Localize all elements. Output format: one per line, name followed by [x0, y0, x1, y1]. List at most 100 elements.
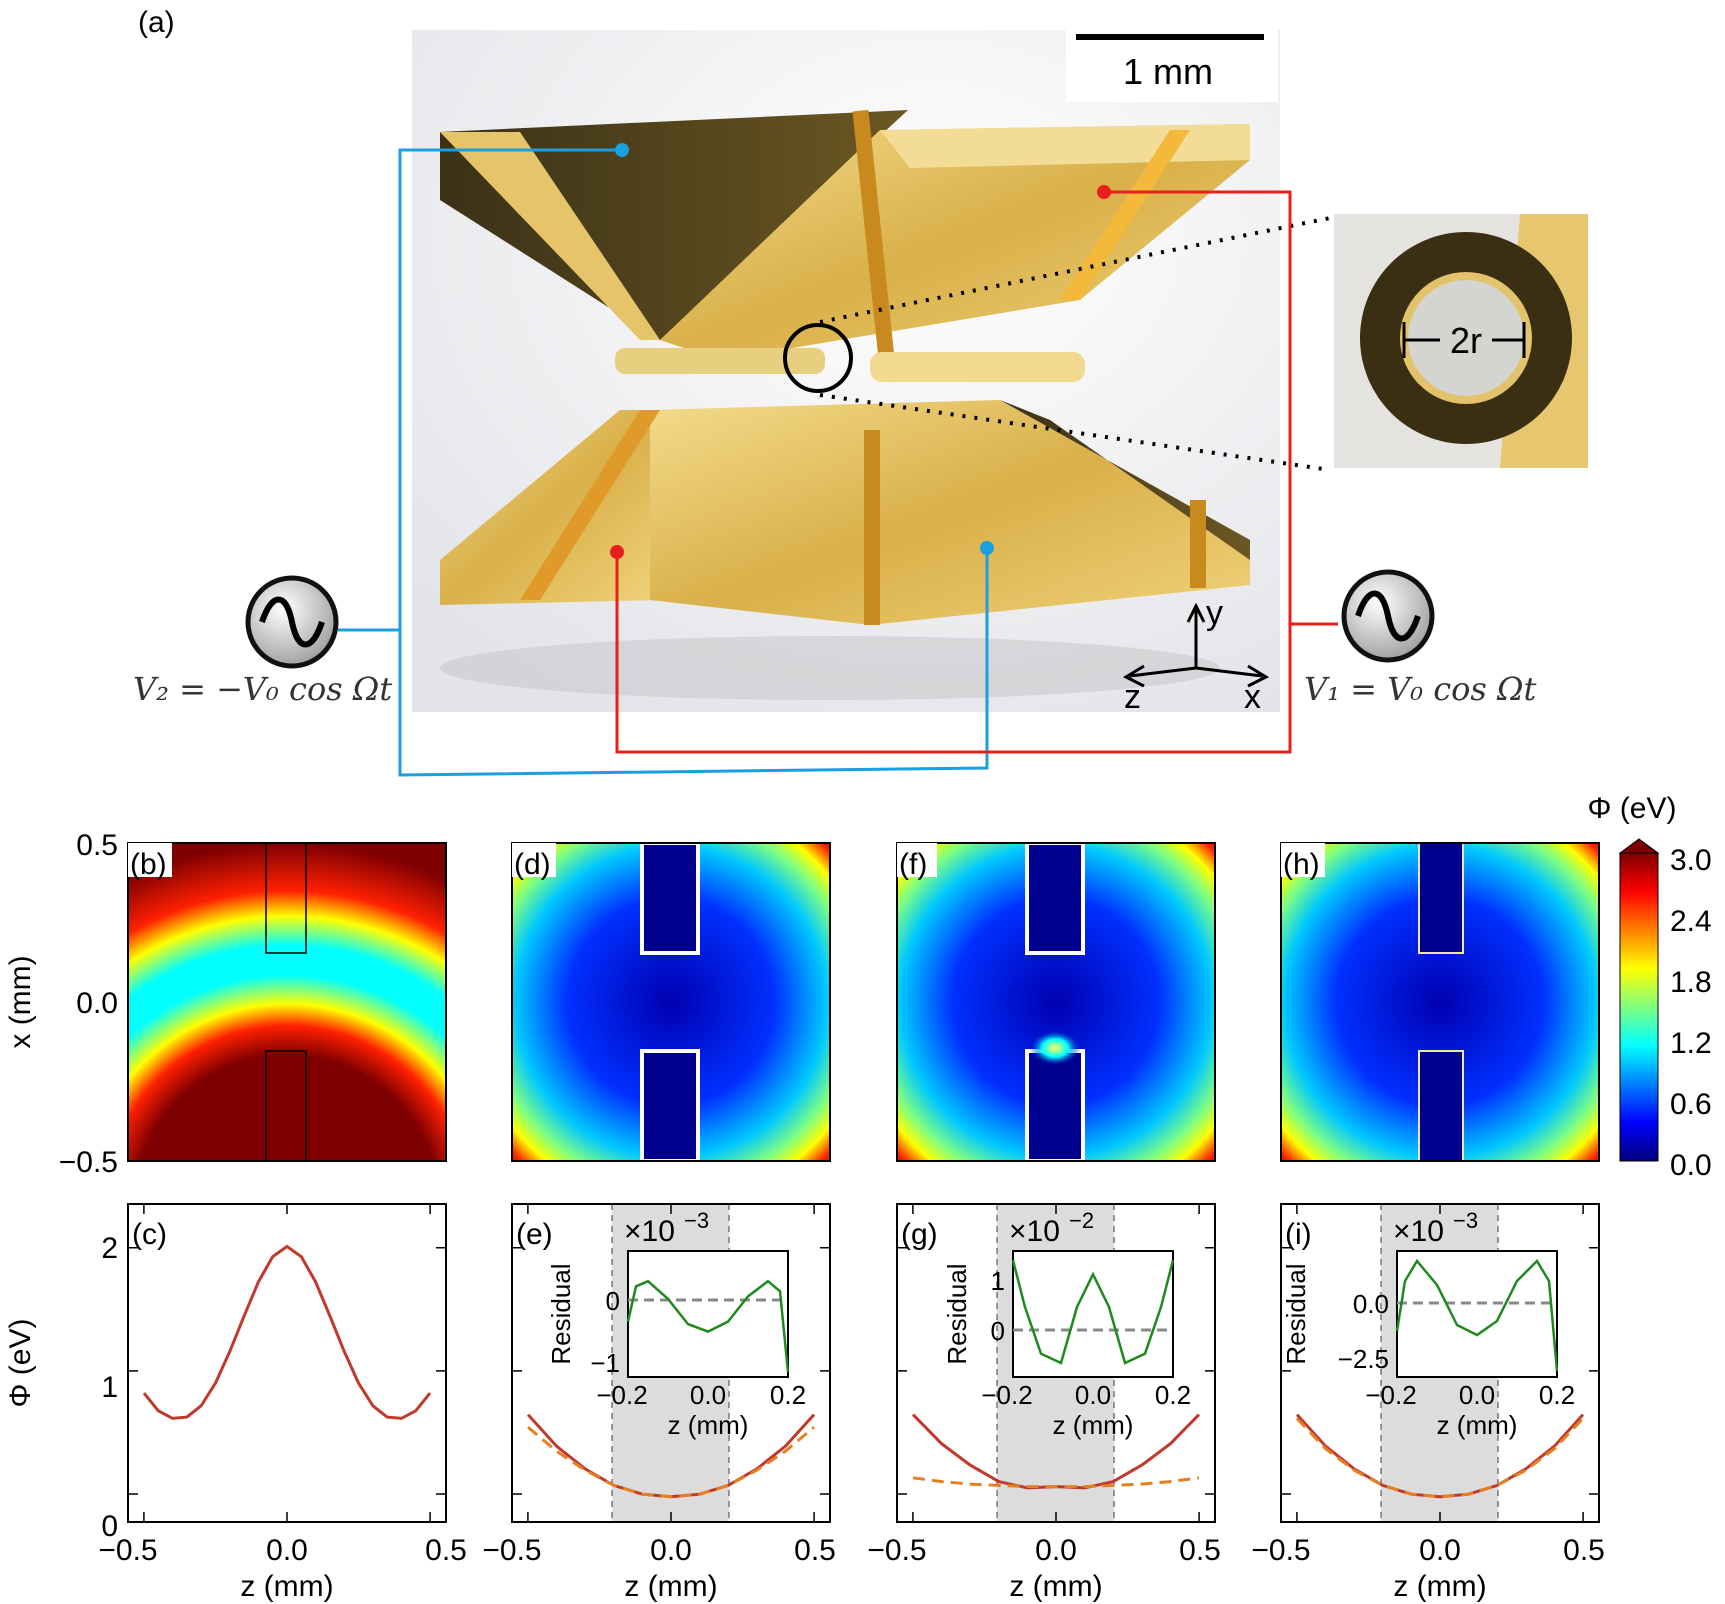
inset-exponent: −3	[1453, 1208, 1478, 1233]
line-ytick: 0	[101, 1510, 118, 1543]
v2-contact-bottom	[980, 541, 994, 555]
inset-multiplier: ×10	[624, 1215, 675, 1248]
inset-ylabel: Residual	[942, 1263, 972, 1364]
inset-ytick: −2.5	[1338, 1344, 1389, 1374]
harmonic-fit-curve	[527, 1426, 815, 1499]
needle-inset: 2r	[1334, 214, 1588, 468]
xtick: 0.0	[650, 1534, 692, 1567]
xlabel: z (mm)	[240, 1570, 333, 1603]
zoom-line-top	[819, 216, 1331, 324]
residual-line	[626, 1279, 790, 1373]
inset-ylabel: Residual	[546, 1263, 576, 1364]
map-ytick: 0.0	[76, 987, 118, 1020]
potential-curve	[142, 1244, 432, 1420]
axis-z-label: z	[1124, 678, 1141, 716]
colorbar-tick: 3.0	[1670, 844, 1712, 877]
v1-contact-top	[1097, 185, 1111, 199]
line-ytick: 2	[101, 1232, 118, 1265]
panel-g-label: (g)	[901, 1218, 938, 1251]
map-ylabel: x (mm)	[4, 955, 37, 1048]
inset-ytick: 1	[991, 1266, 1005, 1296]
v2-source	[245, 575, 339, 669]
inset-e: ×10 −3 0 −1 Residual −0.2 0.0 0.2 z (mm)	[546, 1208, 806, 1440]
plot-c-frame	[127, 1203, 447, 1523]
panel-a: (a) 1 mm	[133, 6, 1588, 777]
scale-bar-box	[1066, 20, 1278, 102]
inset-ytick: 0	[991, 1316, 1005, 1346]
plot-i-lines	[1295, 1413, 1585, 1499]
colorbar-tick: 0.0	[1670, 1149, 1712, 1182]
residual-line	[1011, 1259, 1175, 1365]
panel-f-label: (f)	[899, 848, 927, 881]
v1-contact-bottom	[610, 545, 624, 559]
scale-bar-label: 1 mm	[1123, 51, 1213, 92]
colorbar-tick: 2.4	[1670, 905, 1712, 938]
axis-ticks	[128, 1204, 1599, 1522]
inset-xtick: 0.2	[1539, 1380, 1575, 1410]
panel-c-label: (c)	[132, 1218, 167, 1251]
v1-wire-bottom	[615, 552, 1292, 754]
inset-xlabel: z (mm)	[668, 1410, 749, 1440]
colorbar-tick: 0.6	[1670, 1088, 1712, 1121]
colorbar-tick: 1.8	[1670, 966, 1712, 999]
inset-g: ×10 −2 1 0 Residual −0.2 0.0 0.2 z (mm)	[942, 1208, 1191, 1440]
inset-xtick: −0.2	[981, 1380, 1032, 1410]
inset-i: ×10 −3 0.0 −2.5 Residual −0.2 0.0 0.2 z …	[1281, 1208, 1575, 1440]
needle-right	[870, 352, 1085, 382]
colorbar-tick: 1.2	[1670, 1027, 1712, 1060]
plot-e-lines	[526, 1413, 816, 1499]
map-h: (h)	[1280, 842, 1600, 1162]
v2-wire-bottom	[398, 548, 989, 777]
map-ytick: −0.5	[59, 1146, 118, 1179]
plot-g-lines	[911, 1413, 1201, 1490]
inset-ylabel: Residual	[1281, 1263, 1311, 1364]
colorbar-extend-arrow	[1618, 838, 1660, 854]
colorbar-label: Φ (eV)	[1588, 792, 1677, 825]
scale-bar	[1076, 34, 1264, 40]
v1-label: V₁ = V₀ cos Ωt	[1304, 670, 1537, 708]
inset-exponent: −2	[1069, 1208, 1094, 1233]
panel-i-label: (i)	[1285, 1218, 1312, 1251]
panel-b-label: (b)	[130, 848, 167, 881]
zoom-line-bottom	[819, 393, 1331, 472]
line-ylabel: Φ (eV)	[4, 1319, 37, 1408]
inset-radius-label: 2r	[1450, 320, 1482, 361]
residual-line	[1395, 1258, 1559, 1372]
inset-xlabel: z (mm)	[1053, 1410, 1134, 1440]
inset-multiplier: ×10	[1393, 1215, 1444, 1248]
map-f: (f)	[896, 841, 1216, 1163]
xlabel: z (mm)	[1009, 1570, 1102, 1603]
inset-ytick: 0	[606, 1286, 620, 1316]
panel-a-label: (a)	[138, 6, 175, 39]
inset-xtick: 0.0	[690, 1380, 726, 1410]
map-d: (d)	[511, 841, 831, 1163]
inset-xtick: 0.0	[1075, 1380, 1111, 1410]
zoom-circle	[783, 323, 853, 393]
colorbar: Φ (eV) 3.0 2.4 1.8 1.2 0.6 0.0	[1588, 792, 1712, 1182]
wiring	[338, 148, 1338, 777]
panel-d-label: (d)	[514, 848, 551, 881]
harmonic-fit-curve	[1295, 1417, 1585, 1499]
map-y-axis: 0.5 0.0 −0.5 x (mm)	[4, 829, 118, 1179]
xtick: −0.5	[1251, 1534, 1310, 1567]
xtick: 0.5	[1179, 1534, 1221, 1567]
v2-contact-top	[615, 143, 629, 157]
lower-electrodes	[440, 400, 1250, 625]
line-ytick: 1	[101, 1371, 118, 1404]
map-b: (b)	[127, 842, 447, 1162]
xtick: 0.5	[1563, 1534, 1605, 1567]
inset-xtick: 0.2	[1155, 1380, 1191, 1410]
harmonic-fit-curve	[912, 1476, 1200, 1489]
inset-xtick: 0.0	[1459, 1380, 1495, 1410]
inset-ytick: −1	[590, 1348, 620, 1378]
xtick: 0.5	[794, 1534, 836, 1567]
inset-xtick: 0.2	[770, 1380, 806, 1410]
map-ytick: 0.5	[76, 829, 118, 862]
xtick: 0.0	[1419, 1534, 1461, 1567]
xlabel: z (mm)	[1393, 1570, 1486, 1603]
panel-e-label: (e)	[516, 1218, 553, 1251]
xtick: 0.0	[266, 1534, 308, 1567]
xtick: 0.5	[425, 1534, 467, 1567]
inset-exponent: −3	[684, 1208, 709, 1233]
xlabel: z (mm)	[624, 1570, 717, 1603]
